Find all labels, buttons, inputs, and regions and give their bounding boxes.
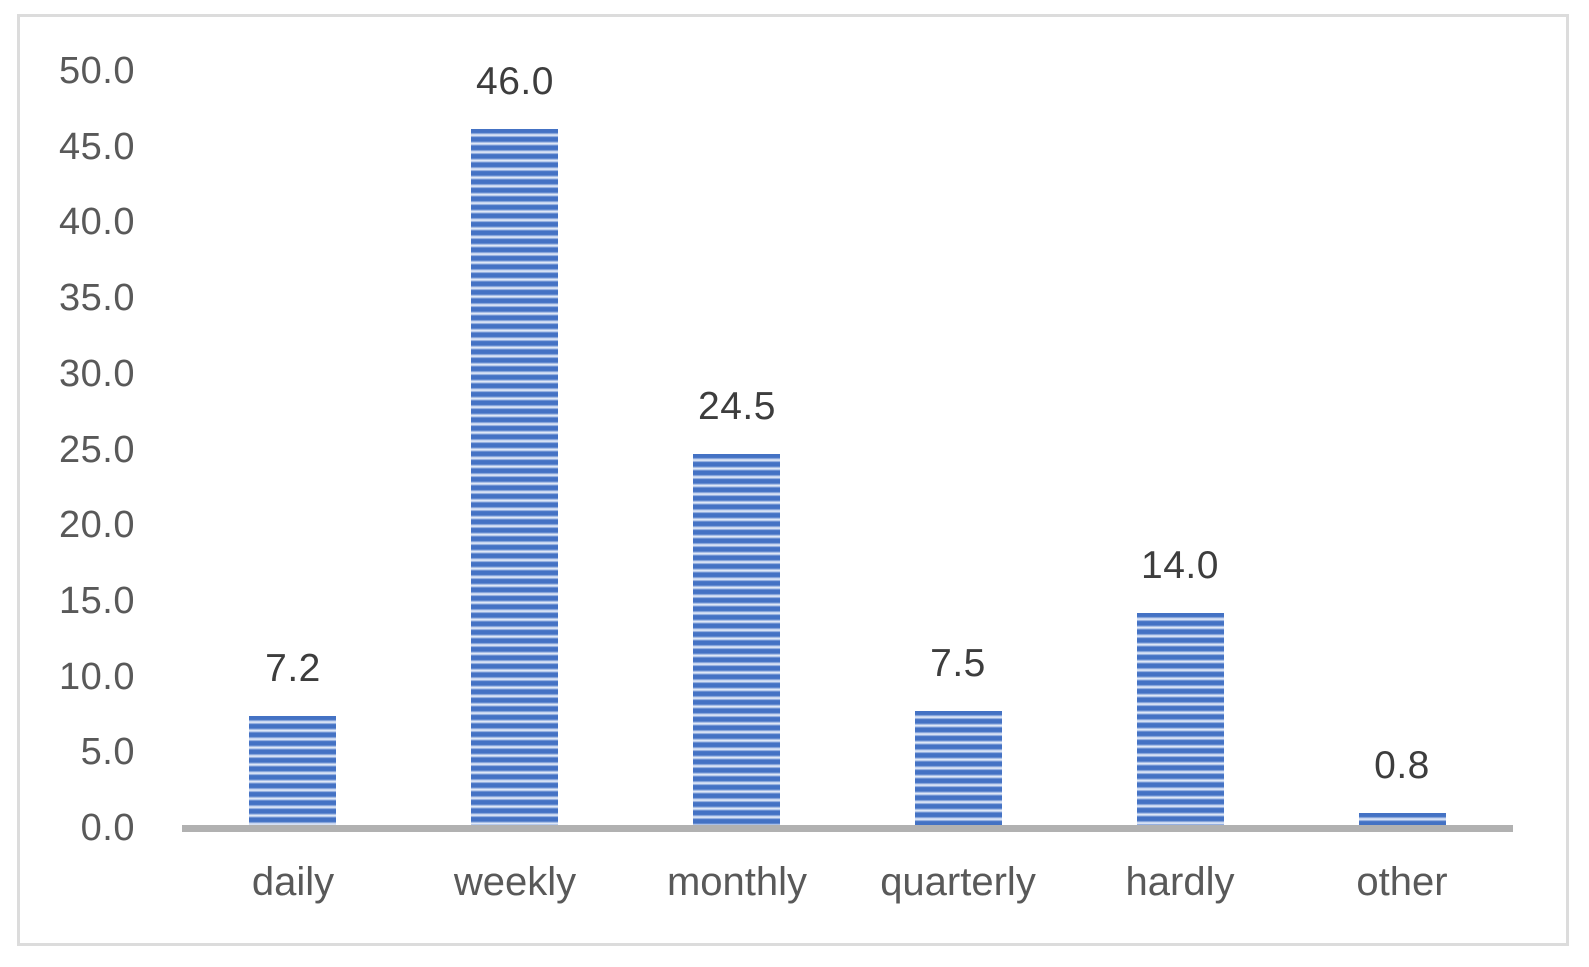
chart-frame [17,14,1569,946]
